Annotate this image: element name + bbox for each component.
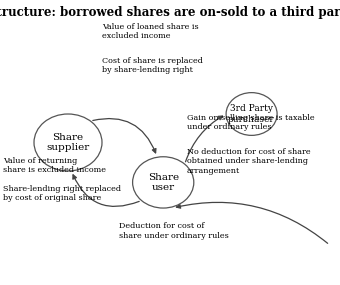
Text: Gain on selling share is taxable
under ordinary rules: Gain on selling share is taxable under o… xyxy=(187,114,314,131)
FancyArrowPatch shape xyxy=(93,119,156,153)
Text: Share-lending right replaced
by cost of original share: Share-lending right replaced by cost of … xyxy=(3,185,121,202)
FancyArrowPatch shape xyxy=(176,202,328,243)
Text: Deduction for cost of
share under ordinary rules: Deduction for cost of share under ordina… xyxy=(119,222,229,239)
Circle shape xyxy=(226,93,277,135)
Text: 3rd Party
purchaser: 3rd Party purchaser xyxy=(228,104,275,124)
Text: Share
user: Share user xyxy=(148,173,179,192)
Text: No deduction for cost of share
obtained under share-lending
arrangement: No deduction for cost of share obtained … xyxy=(187,148,311,175)
Circle shape xyxy=(133,157,194,208)
Text: Value of loaned share is
excluded income: Value of loaned share is excluded income xyxy=(102,23,199,40)
Text: Share
supplier: Share supplier xyxy=(46,133,90,152)
FancyArrowPatch shape xyxy=(73,175,139,206)
Text: Cost of share is replaced
by share-lending right: Cost of share is replaced by share-lendi… xyxy=(102,57,203,74)
Text: Structure: borrowed shares are on-sold to a third party: Structure: borrowed shares are on-sold t… xyxy=(0,6,340,19)
Text: Value of returning
share is excluded income: Value of returning share is excluded inc… xyxy=(3,157,106,174)
FancyArrowPatch shape xyxy=(186,116,222,162)
Circle shape xyxy=(34,114,102,171)
